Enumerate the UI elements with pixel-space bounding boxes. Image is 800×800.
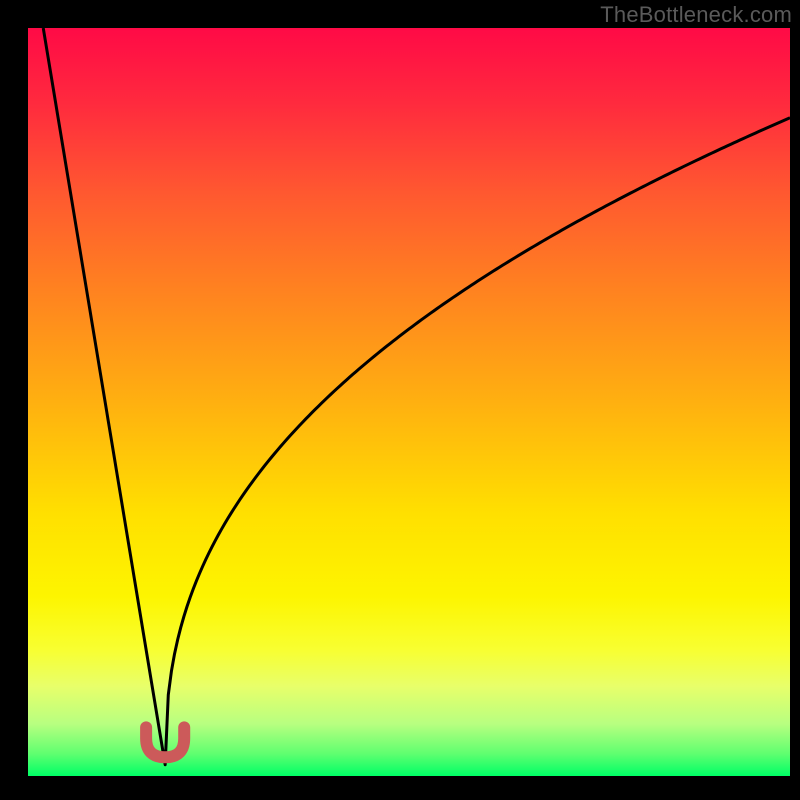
chart-container: TheBottleneck.com <box>0 0 800 800</box>
gradient-background <box>28 28 790 776</box>
watermark-text: TheBottleneck.com <box>600 2 792 28</box>
bottleneck-chart <box>0 0 800 800</box>
